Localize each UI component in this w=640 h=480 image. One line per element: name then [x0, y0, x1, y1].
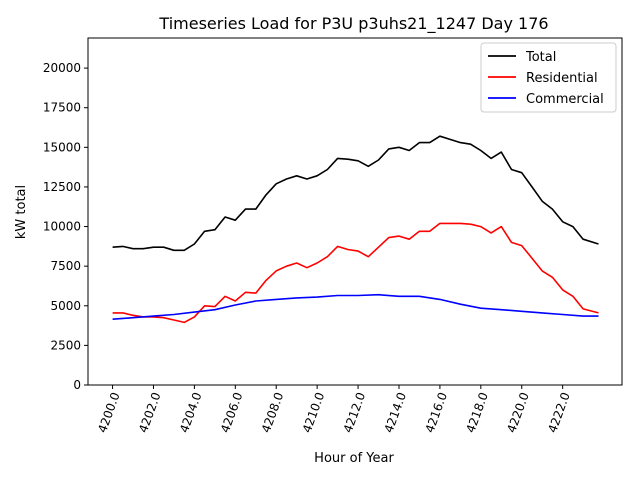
legend: Total Residential Commercial — [480, 42, 617, 113]
legend-label-total: Total — [525, 50, 556, 65]
y-tick-label: 17500 — [43, 101, 81, 115]
y-tick-label: 0 — [73, 378, 81, 392]
y-tick-label: 10000 — [43, 220, 81, 234]
series-line-total — [112, 135, 599, 252]
y-tick-label: 20000 — [43, 61, 81, 75]
series-line-residential — [112, 222, 599, 324]
chart-title: Timeseries Load for P3U p3uhs21_1247 Day… — [158, 14, 548, 34]
y-tick-label: 12500 — [43, 180, 81, 194]
y-tick-label: 5000 — [50, 299, 81, 313]
y-axis-label: kW total — [14, 185, 29, 239]
legend-label-residential: Residential — [526, 71, 598, 86]
y-tick-label: 15000 — [43, 140, 81, 154]
series-layer — [112, 135, 599, 324]
legend-label-commercial: Commercial — [526, 92, 604, 107]
legend-box — [480, 42, 617, 113]
y-tick-label: 7500 — [50, 259, 81, 273]
y-axis: 0 2500 5000 7500 10000 12500 15000 17500 20000 — [43, 61, 88, 392]
x-axis-label: Hour of Year — [314, 451, 394, 466]
series-line-commercial — [112, 293, 599, 320]
axes-frame — [87, 37, 623, 386]
y-tick-label: 2500 — [50, 338, 81, 352]
